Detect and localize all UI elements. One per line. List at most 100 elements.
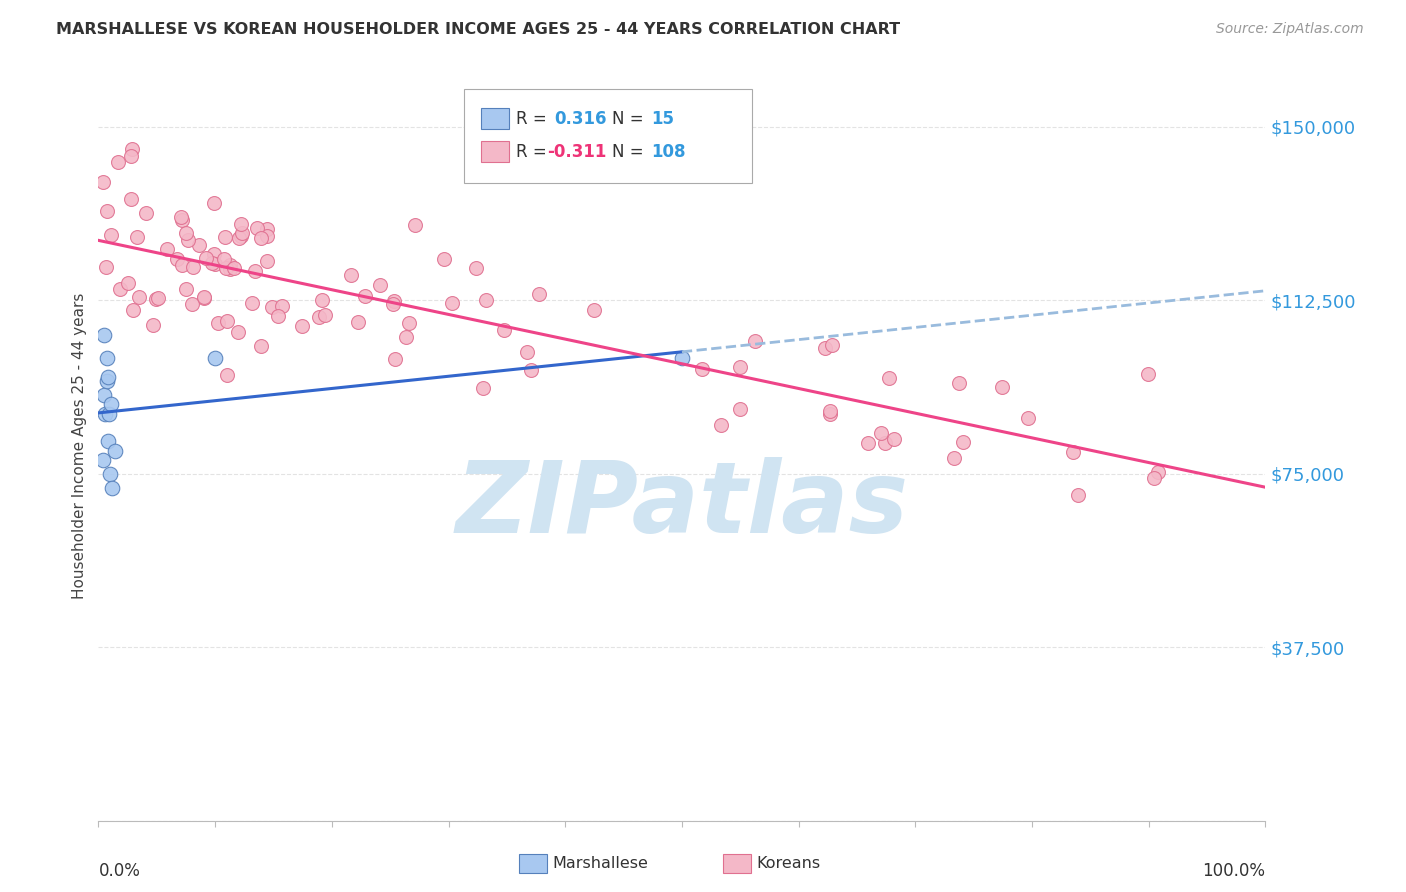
Point — [382, 293, 405, 308]
Text: -0.311: -0.311 — [547, 143, 606, 161]
Point — [744, 334, 766, 348]
Point — [395, 330, 418, 344]
Point — [382, 297, 405, 311]
Text: 100.0%: 100.0% — [1202, 862, 1265, 880]
Point — [671, 351, 693, 365]
Point — [96, 374, 118, 388]
Point — [314, 309, 336, 323]
Text: N =: N = — [612, 143, 648, 161]
Point — [267, 309, 290, 323]
Point — [172, 212, 194, 227]
Point — [814, 341, 837, 355]
Point — [202, 247, 225, 261]
Point — [347, 315, 370, 329]
Point — [215, 261, 238, 276]
Point — [339, 268, 361, 282]
Point — [256, 229, 278, 244]
Point — [709, 417, 731, 432]
Point — [433, 252, 456, 266]
Point — [311, 293, 333, 307]
Point — [308, 310, 330, 324]
Point — [204, 257, 226, 271]
Point — [1137, 367, 1160, 381]
Point — [690, 362, 713, 376]
Point — [98, 467, 121, 481]
Point — [516, 344, 538, 359]
Text: R =: R = — [516, 143, 553, 161]
Point — [228, 231, 250, 245]
Point — [120, 149, 142, 163]
Point — [942, 451, 965, 466]
Point — [870, 425, 893, 440]
Point — [128, 290, 150, 304]
Point — [193, 290, 215, 304]
Point — [135, 205, 157, 219]
Point — [1147, 465, 1170, 479]
Point — [240, 296, 263, 310]
Point — [108, 282, 131, 296]
Point — [1067, 488, 1090, 502]
Point — [262, 300, 284, 314]
Point — [471, 381, 494, 395]
Text: 0.316: 0.316 — [554, 110, 606, 128]
Point — [193, 291, 215, 305]
Point — [96, 260, 118, 275]
Point — [952, 435, 974, 450]
Point — [250, 231, 273, 245]
Point — [215, 314, 238, 328]
Point — [877, 371, 900, 385]
Point — [821, 338, 844, 352]
Y-axis label: Householder Income Ages 25 - 44 years: Householder Income Ages 25 - 44 years — [72, 293, 87, 599]
Point — [214, 229, 236, 244]
Point — [121, 142, 143, 156]
Text: Source: ZipAtlas.com: Source: ZipAtlas.com — [1216, 22, 1364, 37]
Point — [170, 210, 193, 224]
Point — [195, 252, 218, 266]
Point — [818, 408, 841, 422]
Point — [107, 155, 129, 169]
Point — [948, 376, 970, 391]
Point — [271, 299, 294, 313]
Point — [212, 252, 235, 266]
Text: 15: 15 — [651, 110, 673, 128]
Point — [465, 260, 488, 275]
Point — [96, 351, 118, 365]
Point — [94, 407, 117, 421]
Point — [91, 453, 114, 467]
Point — [146, 292, 169, 306]
Point — [120, 192, 142, 206]
Point — [104, 443, 127, 458]
Point — [229, 217, 252, 231]
Point — [728, 360, 751, 375]
Point — [231, 226, 253, 240]
Text: MARSHALLESE VS KOREAN HOUSEHOLDER INCOME AGES 25 - 44 YEARS CORRELATION CHART: MARSHALLESE VS KOREAN HOUSEHOLDER INCOME… — [56, 22, 900, 37]
Point — [181, 296, 204, 310]
Point — [142, 318, 165, 332]
Point — [1017, 410, 1039, 425]
Point — [207, 316, 229, 330]
Point — [875, 435, 897, 450]
Point — [856, 436, 879, 450]
Point — [217, 368, 239, 382]
Point — [100, 227, 122, 242]
Point — [100, 397, 122, 411]
Point — [991, 380, 1014, 394]
Point — [188, 238, 211, 252]
Point — [229, 228, 252, 243]
Point — [256, 253, 278, 268]
Point — [440, 296, 463, 310]
Point — [202, 196, 225, 211]
Point — [475, 293, 498, 308]
Point — [256, 222, 278, 236]
Point — [125, 230, 148, 244]
Point — [219, 262, 242, 277]
Text: 0.0%: 0.0% — [98, 862, 141, 880]
Text: Koreans: Koreans — [756, 856, 821, 871]
Point — [97, 369, 120, 384]
Point — [245, 264, 267, 278]
Point — [226, 325, 249, 339]
Point — [398, 316, 420, 330]
Point — [404, 219, 426, 233]
Point — [353, 289, 375, 303]
Point — [96, 203, 118, 218]
